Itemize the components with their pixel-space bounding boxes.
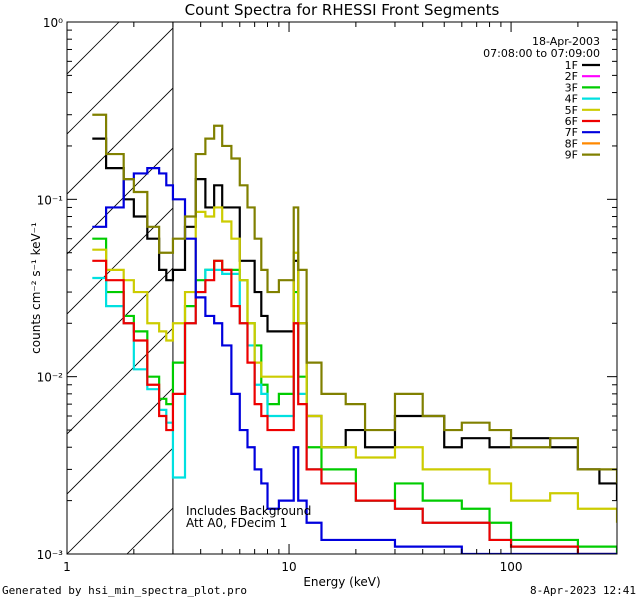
- hatch-line: [67, 207, 173, 315]
- series-6F: [92, 259, 617, 554]
- legend-label-7F: 7F: [565, 126, 578, 139]
- y-tick-label: 10⁻³: [37, 548, 64, 562]
- hatch-line: [67, 447, 173, 554]
- annotation-background: Includes Background: [186, 504, 311, 518]
- legend-label-9F: 9F: [565, 149, 578, 162]
- footer-generated: Generated by hsi_min_spectra_plot.pro: [2, 584, 248, 597]
- hatch-line: [67, 387, 173, 495]
- annotation-attenuator: Att A0, FDecim 1: [186, 516, 287, 530]
- hatch-line: [547, 22, 640, 554]
- legend-label-8F: 8F: [565, 137, 578, 150]
- legend-label-1F: 1F: [565, 59, 578, 72]
- legend-date: 18-Apr-2003: [532, 35, 600, 48]
- series-5F: [92, 206, 617, 523]
- hatch-line: [126, 507, 173, 554]
- x-tick-label: 100: [500, 560, 523, 574]
- y-axis-label: counts cm⁻² s⁻¹ keV⁻¹: [29, 222, 43, 354]
- legend-label-6F: 6F: [565, 115, 578, 128]
- series-9F: [92, 113, 617, 484]
- series-7F: [92, 167, 617, 554]
- legend-label-5F: 5F: [565, 104, 578, 117]
- series-group: [92, 113, 617, 554]
- hatch-line: [427, 22, 640, 554]
- plot-frame: [66, 21, 618, 555]
- legend-time-range: 07:08:00 to 07:09:00: [483, 47, 600, 60]
- hatch-line: [67, 267, 173, 375]
- y-tick-label: 10⁻²: [37, 371, 64, 385]
- footer-timestamp: 8-Apr-2023 12:41: [530, 584, 636, 597]
- legend-label-4F: 4F: [565, 93, 578, 106]
- legend-label-2F: 2F: [565, 70, 578, 83]
- hatch-line: [67, 87, 173, 195]
- chart-title: Count Spectra for RHESSI Front Segments: [185, 1, 500, 19]
- series-3F: [92, 237, 617, 554]
- hatch-line: [607, 22, 640, 554]
- series-4F: [92, 268, 617, 554]
- x-tick-label: 10: [281, 560, 296, 574]
- x-axis-label: Energy (keV): [303, 575, 380, 589]
- hatch-lines: [67, 22, 640, 554]
- y-tick-label: 10⁰: [43, 16, 63, 30]
- attenuator-hatch-region: [67, 22, 640, 554]
- series-1F: [92, 137, 617, 501]
- x-tick-label: 1: [63, 560, 71, 574]
- hatch-line: [67, 22, 120, 75]
- hatch-line: [67, 27, 173, 135]
- legend-label-3F: 3F: [565, 81, 578, 94]
- y-tick-label: 10⁻¹: [37, 193, 64, 207]
- axes: 1 10 100 10⁰ 10⁻¹ 10⁻² 10⁻³: [37, 16, 618, 574]
